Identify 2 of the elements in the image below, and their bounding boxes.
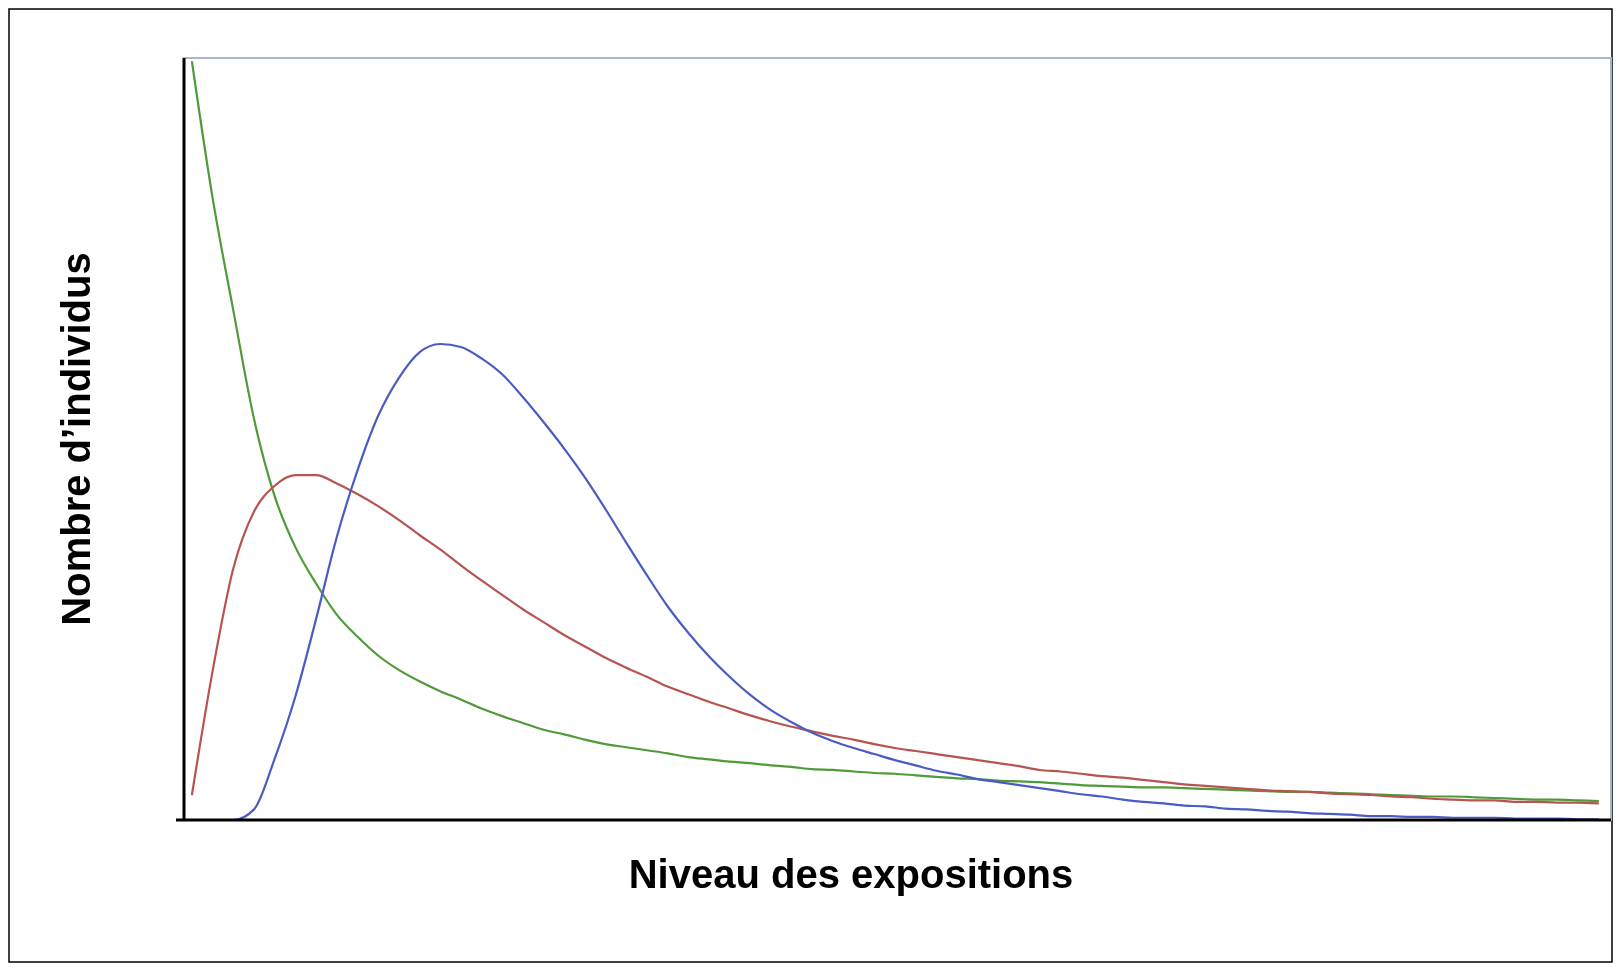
y-axis-title: Nombre d’individus (54, 252, 98, 626)
x-axis-title: Niveau des expositions (628, 852, 1074, 896)
